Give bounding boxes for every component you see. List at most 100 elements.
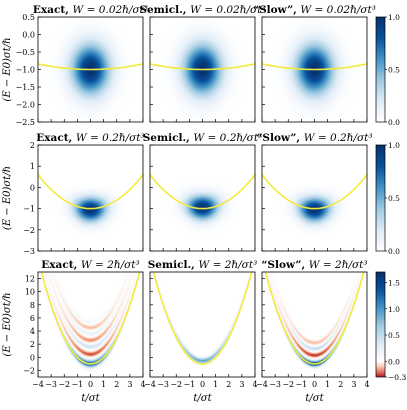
x-tick-label: 1 [325, 380, 330, 389]
y-tick-label: 4 [30, 327, 35, 336]
x-tick-label: 3 [239, 380, 244, 389]
colorbar-tick-label: 0.0 [388, 357, 400, 366]
y-tick-label: 0 [30, 353, 35, 362]
panel-title-method: Semicl., [148, 259, 199, 271]
colorbar-tick-label: −0.3 [388, 373, 406, 382]
y-tick-label: 0.0 [22, 31, 35, 40]
y-tick-label: −0.5 [16, 48, 35, 57]
panel-r1-c3: “Slow”, W = 0.02ℏ/σt³ [253, 4, 376, 123]
x-axis-label: t/σt [305, 393, 324, 404]
panel-title-w: W = 2ℏ/σt³ [198, 259, 257, 271]
panel-title: “Slow”, W = 0.2ℏ/σt³ [256, 132, 372, 144]
colorbar-2: 0.0 0.5 1.0 [375, 141, 400, 256]
energy-curve [150, 63, 255, 71]
colorbar-tick-label: 1.0 [388, 141, 400, 150]
panel-title-w: W = 0.02ℏ/σt³ [190, 4, 266, 16]
x-tick-label: 0 [312, 380, 317, 389]
panel-r1-c2: Semicl., W = 0.02ℏ/σt³ [139, 4, 266, 123]
panel-title: Exact, W = 0.2ℏ/σt³ [36, 132, 145, 144]
y-axis-label: (E − E0)σt/ℏ [2, 166, 13, 230]
y-tick-label: 1 [30, 162, 35, 171]
x-tick-label: 0 [200, 380, 205, 389]
x-tick-label: 4 [140, 380, 145, 389]
heatmap [262, 145, 367, 251]
x-tick-label: 2 [338, 380, 343, 389]
panel-title-w: W = 0.2ℏ/σt³ [76, 132, 145, 144]
colorbar-bar [375, 271, 386, 378]
x-tick-label: 3 [351, 380, 356, 389]
x-axis-label: t/σt [193, 393, 212, 404]
panel-title-w: W = 0.2ℏ/σt³ [304, 132, 373, 144]
y-tick-label: −2 [23, 226, 35, 235]
panel-title-w: W = 0.02ℏ/σt³ [73, 4, 149, 16]
energy-curve [38, 63, 143, 71]
x-tick-label: −2 [282, 380, 294, 389]
panel-title-method: Exact, [33, 4, 73, 16]
y-tick-label: 8 [30, 301, 35, 310]
panel-title: Semicl., W = 0.2ℏ/σt³ [143, 132, 263, 144]
y-tick-label: 2 [30, 340, 35, 349]
heatmap [38, 145, 143, 251]
panel-title-method: Exact, [41, 259, 81, 271]
x-tick-label: −4 [144, 380, 156, 389]
y-tick-label: −1.5 [16, 83, 35, 92]
colorbar-3: −0.3 0.0 0.5 1.0 1.5 [375, 271, 406, 382]
energy-curve [262, 63, 367, 71]
x-tick-label: 0 [88, 380, 93, 389]
colorbar-bar [375, 144, 386, 252]
y-tick-label: 12 [25, 275, 35, 284]
y-tick-label: 6 [30, 314, 35, 323]
heatmap [150, 145, 255, 251]
x-tick-label: −3 [45, 380, 57, 389]
panel-title-w: W = 0.2ℏ/σt³ [193, 132, 262, 144]
heatmap [262, 272, 367, 377]
panel-title: Semicl., W = 2ℏ/σt³ [148, 259, 258, 271]
x-tick-label: 2 [226, 380, 231, 389]
heatmap [38, 272, 143, 377]
x-tick-label: −1 [71, 380, 83, 389]
panel-title-w: W = 2ℏ/σt³ [81, 259, 140, 271]
energy-curve [150, 174, 255, 210]
energy-curve [262, 174, 367, 210]
panel-title: Exact, W = 0.02ℏ/σt³ [33, 4, 148, 16]
x-tick-label: 4 [364, 380, 369, 389]
x-tick-label: −1 [183, 380, 195, 389]
panel-r3-c1: Exact, W = 2ℏ/σt³−4 −3 −2 −1 0 1 2 3 4−202468101… [23, 259, 145, 404]
panel-title-method: Semicl., [143, 132, 194, 144]
x-tick-label: −3 [157, 380, 169, 389]
y-tick-label: 0.5 [22, 13, 35, 22]
x-tick-label: 4 [252, 380, 257, 389]
colorbar-tick-label: 1.0 [388, 305, 400, 314]
y-tick-label: −2 [23, 366, 35, 375]
y-tick-label: 2 [30, 141, 35, 150]
energy-curve [264, 272, 365, 365]
colorbar-tick-label: 0.0 [388, 247, 400, 256]
x-tick-label: 1 [213, 380, 218, 389]
y-tick-label: −1 [23, 205, 35, 214]
colorbar-tick-label: 0.0 [388, 118, 400, 127]
y-tick-label: −1.0 [16, 66, 35, 75]
x-tick-label: 1 [101, 380, 106, 389]
panel-title-method: Semicl., [139, 4, 190, 16]
heatmap [150, 272, 255, 377]
panel-title-method: “Slow”, [261, 259, 308, 271]
y-axis-label: (E − E0)σt/ℏ [2, 37, 13, 101]
y-tick-label: −2.5 [16, 118, 35, 127]
panel-title: “Slow”, W = 0.02ℏ/σt³ [253, 4, 376, 16]
x-tick-label: −4 [256, 380, 268, 389]
x-tick-label: −2 [58, 380, 70, 389]
panel-title-w: W = 0.02ℏ/σt³ [300, 4, 376, 16]
colorbar-tick-label: 1.0 [388, 13, 400, 22]
colorbar-bar [375, 16, 386, 123]
energy-curve [40, 272, 141, 365]
energy-curve [152, 272, 253, 365]
x-tick-label: −3 [269, 380, 281, 389]
panel-title-method: Exact, [36, 132, 76, 144]
panel-title: Semicl., W = 0.02ℏ/σt³ [139, 4, 265, 16]
colorbar-tick-label: 0.5 [388, 66, 400, 75]
x-tick-label: 2 [114, 380, 119, 389]
energy-curve [38, 174, 143, 210]
colorbar-tick-label: 0.5 [388, 194, 400, 203]
